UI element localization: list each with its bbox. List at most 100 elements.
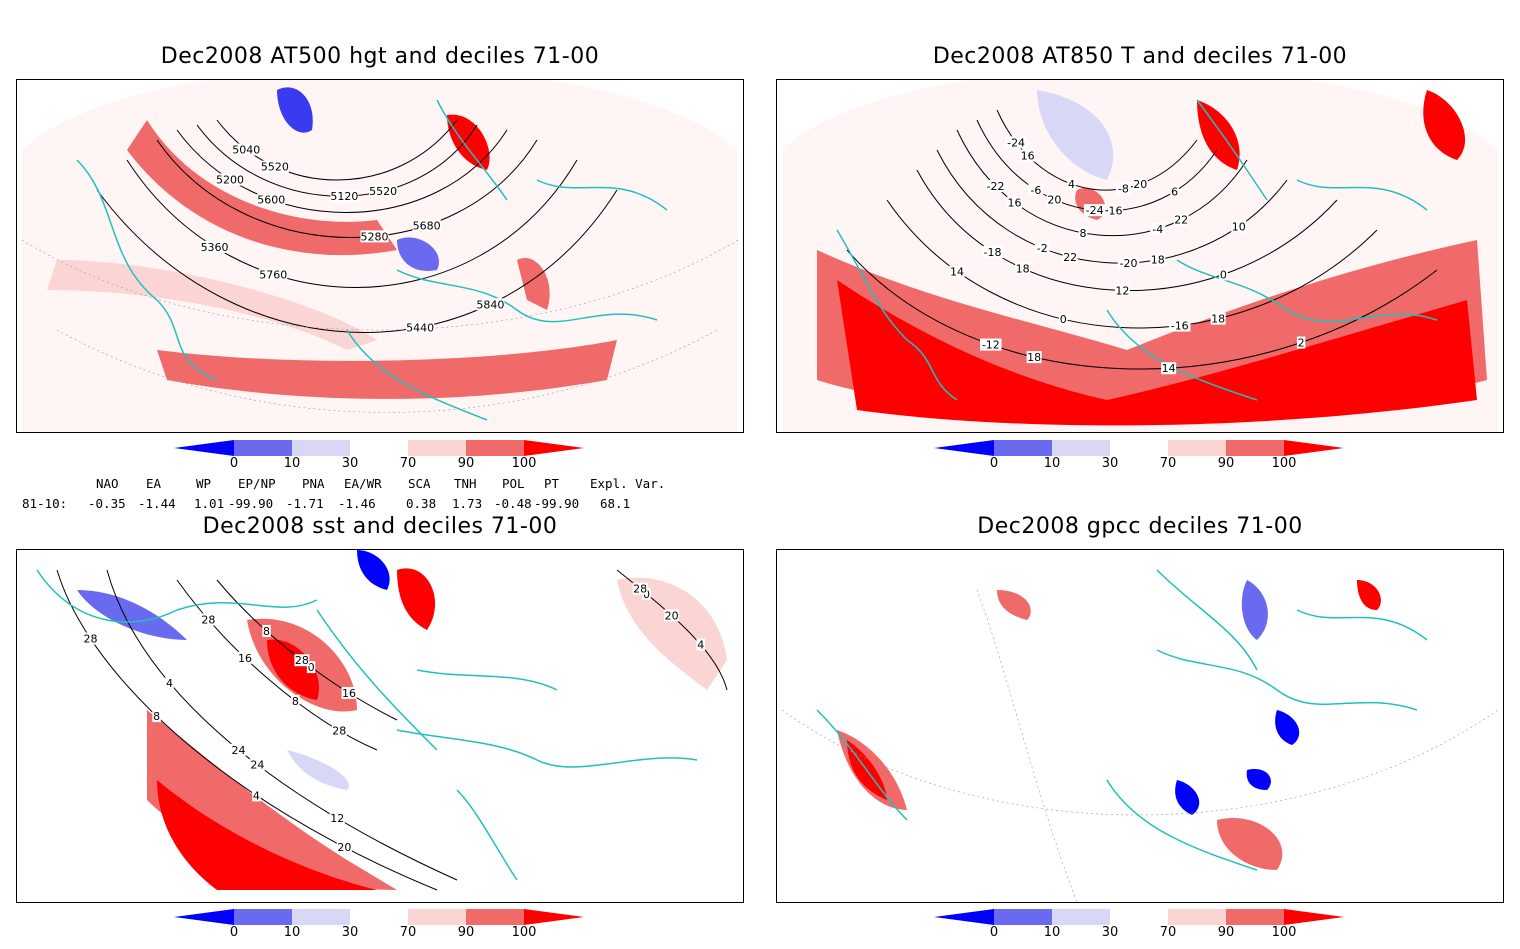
contour-label-bg [1150, 222, 1166, 235]
contour-label: -4 [1152, 223, 1163, 236]
colorbar-label: 10 [1043, 925, 1061, 940]
contour-label: 16 [1109, 204, 1123, 217]
contour-label: 5440 [406, 321, 434, 334]
index-value: 68.1 [600, 496, 631, 511]
contour-label-bg [1078, 226, 1088, 239]
contour-label-bg [291, 694, 300, 707]
index-header: TNH [454, 476, 477, 491]
contour-label: 5600 [257, 194, 285, 207]
contour-label-bg [83, 632, 99, 645]
index-header: EA/WR [344, 476, 382, 491]
contour-label: -20 [1120, 257, 1138, 270]
contour-label-bg [949, 265, 965, 278]
contour-label: 28 [84, 633, 98, 646]
contour-label-bg [237, 651, 253, 664]
colorbar-label: 100 [511, 456, 537, 471]
contour-label: 16 [1008, 197, 1022, 210]
contour-label-bg [696, 638, 705, 651]
contour-label: 6 [1171, 185, 1178, 198]
contour-label: -24 [1007, 136, 1025, 149]
contour-label: 24 [250, 759, 264, 772]
contour-label: 5360 [201, 241, 229, 254]
contour-label-bg [257, 193, 286, 206]
colorbar-label: 10 [283, 456, 301, 471]
index-header: PNA [302, 476, 325, 491]
contour-label-bg [200, 613, 216, 626]
contour-label-bg [1083, 204, 1106, 217]
contour-label-bg [249, 758, 265, 771]
contour-label-bg [1231, 220, 1247, 233]
contour-label-bg [476, 298, 505, 311]
contour-label: -24 [1086, 204, 1104, 217]
index-header: EA [146, 476, 162, 491]
colorbar-gpcc: 0 10 30 70 90 100 [934, 909, 1354, 949]
contour-label: 4 [1068, 178, 1075, 191]
contour-label-bg [1210, 312, 1226, 325]
contour-label-bg [1067, 178, 1076, 191]
contour-label: 5520 [369, 185, 397, 198]
index-value: 1.73 [452, 496, 483, 511]
contour-label-bg [329, 812, 345, 825]
contour-label: 20 [1047, 194, 1061, 207]
contour-label-bg [1132, 178, 1148, 191]
contour-label: 12 [330, 812, 344, 825]
colorbar-label: 90 [1217, 456, 1235, 471]
contour-label: 5680 [413, 219, 441, 232]
contour-label: 5200 [216, 174, 244, 187]
contour-label-bg [369, 185, 398, 198]
colorbar-label: 70 [1159, 456, 1177, 471]
index-value: -1.44 [138, 496, 176, 511]
index-header: Expl. Var. [590, 476, 666, 491]
index-header: WP [196, 476, 212, 491]
contour-label: 5760 [259, 268, 287, 281]
contour-label-bg [306, 661, 316, 674]
contour-label-bg [1115, 182, 1131, 195]
colorbar-label: 10 [1043, 456, 1061, 471]
contour-label: 4 [253, 789, 260, 802]
colorbar-label: 70 [399, 925, 417, 940]
contour-label: 5040 [232, 144, 260, 157]
contour-label: 28 [332, 725, 346, 738]
contour-label: 28 [201, 613, 215, 626]
contour-label-bg [252, 789, 261, 802]
contour-label: 5520 [261, 161, 289, 174]
colorbar-label: 90 [457, 925, 475, 940]
contour-label: 20 [1133, 178, 1147, 191]
contour-label-bg [336, 841, 352, 854]
contour-label: -18 [984, 246, 1002, 259]
contour-label: 28 [633, 583, 647, 596]
contour-label: 0 [308, 661, 315, 674]
contour-label: 22 [1174, 214, 1188, 227]
contour-label: 18 [1211, 313, 1225, 326]
colorbar-label: 30 [341, 456, 359, 471]
contour-label-bg [1170, 185, 1179, 198]
contour-label-bg [1114, 284, 1130, 297]
map-sst: 28242800448848121616202024282828 [16, 549, 744, 903]
colorbar-label: 90 [457, 456, 475, 471]
colorbar-label: 0 [989, 456, 999, 471]
colorbar-sst: 0 10 30 70 90 100 [174, 909, 594, 949]
contour-label: 20 [337, 841, 351, 854]
colorbar-hgt500: 0 10 30 70 90 100 [174, 440, 594, 480]
index-header: NAO [96, 476, 119, 491]
map-gpcc [776, 549, 1504, 903]
contour-label-bg [1296, 336, 1306, 349]
contour-label-bg [984, 180, 1007, 193]
contour-label-bg [412, 219, 441, 232]
contour-label-bg [664, 609, 680, 622]
index-value: -1.71 [286, 496, 324, 511]
contour-label: 5120 [330, 190, 358, 203]
contour-label: 14 [1162, 362, 1176, 375]
contour-label: 8 [1080, 227, 1087, 240]
contour-label: 24 [231, 744, 245, 757]
contour-label-bg [1168, 319, 1191, 332]
contour-label-bg [1015, 262, 1031, 275]
index-value: -1.46 [338, 496, 376, 511]
contour-label-bg [1117, 256, 1140, 269]
contour-label-bg [1028, 183, 1044, 196]
colorbar-label: 30 [341, 925, 359, 940]
panel-title-t850: Dec2008 AT850 T and deciles 71-00 [932, 44, 1348, 69]
contour-label: -12 [982, 339, 1000, 352]
index-value: 0.38 [406, 496, 437, 511]
contour-label: 10 [1232, 220, 1246, 233]
